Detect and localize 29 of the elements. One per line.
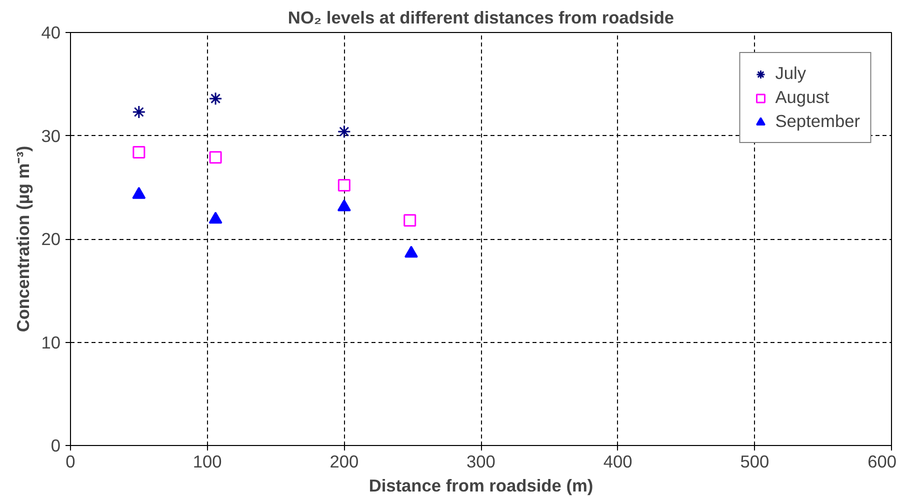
y-tick-label: 30	[41, 126, 61, 146]
legend-label: August	[775, 87, 830, 108]
x-tick-label: 600	[868, 452, 897, 472]
x-tick-label: 200	[330, 452, 359, 472]
x-tick-label: 0	[66, 452, 76, 472]
x-tick-label: 500	[740, 452, 770, 472]
point	[404, 246, 418, 258]
point	[208, 92, 222, 106]
point	[337, 199, 351, 212]
point	[404, 214, 416, 227]
y-tick-label: 0	[50, 436, 61, 456]
y-axis-title: Concentration (µg m⁻³)	[13, 146, 34, 332]
point	[132, 105, 146, 119]
point	[132, 146, 146, 159]
point	[209, 151, 222, 164]
x-tick-label: 100	[192, 452, 222, 472]
x-tick-label: 300	[466, 452, 496, 472]
point	[208, 212, 222, 224]
x-axis-title: Distance from roadside (m)	[368, 476, 594, 496]
point	[132, 186, 146, 199]
y-tick-label: 20	[41, 229, 61, 249]
point	[338, 179, 350, 192]
y-tick-label: 10	[41, 332, 61, 352]
legend-label: September	[775, 111, 860, 132]
legend-label: July	[775, 63, 806, 84]
chart-title: NO₂ levels at different distances from roadside	[288, 8, 674, 28]
x-tick-label: 400	[603, 452, 632, 472]
y-tick-label: 40	[41, 22, 61, 42]
point	[337, 124, 351, 138]
